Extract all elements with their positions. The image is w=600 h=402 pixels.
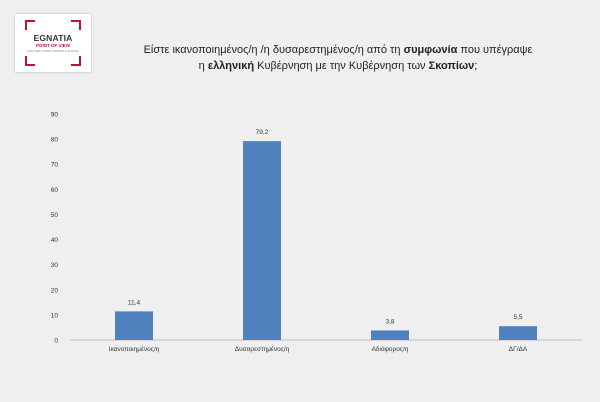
title-bold-part: Σκοπίων (428, 60, 475, 72)
title-bold-part: ελληνική (207, 60, 255, 72)
logo-subtitle: POINT OF VIEW (35, 43, 70, 48)
x-tick-label: Αδιάφορος/η (372, 345, 409, 353)
logo-tagline: ΕΡΕΥΝΕΣ ΚΟΙΝΗΣ ΓΝΩΜΗΣ & ΑΓΟΡΑΣ (27, 49, 79, 53)
data-label: 3,8 (385, 318, 394, 325)
y-tick-label: 80 (51, 137, 59, 144)
title-part: Είστε ικανοποιημένος/η /η δυσαρεστημένος… (143, 44, 404, 56)
y-tick-label: 0 (54, 338, 58, 345)
chart-title: Είστε ικανοποιημένος/η /η δυσαρεστημένος… (108, 42, 568, 74)
title-part: που υπέγραψε (457, 44, 533, 56)
data-label: 5,5 (513, 314, 522, 321)
title-part: ; (474, 60, 478, 72)
bar (499, 326, 537, 340)
data-label: 11,4 (128, 299, 141, 306)
y-tick-label: 40 (51, 237, 59, 244)
x-tick-label: ΔΓ/ΔΑ (509, 346, 528, 353)
x-tick-label: Δυσαρεστημένος/η (235, 345, 290, 353)
chart-title-line-1: Είστε ικανοποιημένος/η /η δυσαρεστημένος… (108, 42, 568, 58)
y-tick-label: 90 (51, 112, 59, 119)
data-label: 79,2 (256, 129, 269, 136)
bar (243, 141, 281, 340)
x-tick-label: Ικανοποιημένος/η (109, 345, 160, 353)
title-part: Κυβέρνηση με την Κυβέρνηση των (254, 60, 429, 72)
y-tick-label: 70 (51, 162, 59, 169)
chart-title-line-2: η ελληνική Κυβέρνηση με την Κυβέρνηση τω… (108, 58, 568, 74)
y-tick-label: 50 (51, 212, 59, 219)
title-bold-part: συμφωνία (403, 44, 458, 56)
y-tick-label: 60 (51, 187, 59, 194)
logo-frame-icon (25, 20, 81, 66)
y-tick-label: 20 (51, 287, 59, 294)
logo-name: EGNATIA (33, 33, 73, 43)
bar (115, 311, 153, 340)
y-tick-label: 10 (51, 312, 59, 319)
logo: EGNATIA POINT OF VIEW ΕΡΕΥΝΕΣ ΚΟΙΝΗΣ ΓΝΩ… (15, 14, 91, 72)
y-tick-label: 30 (51, 262, 59, 269)
title-part: η (198, 60, 208, 72)
bar (371, 330, 409, 340)
